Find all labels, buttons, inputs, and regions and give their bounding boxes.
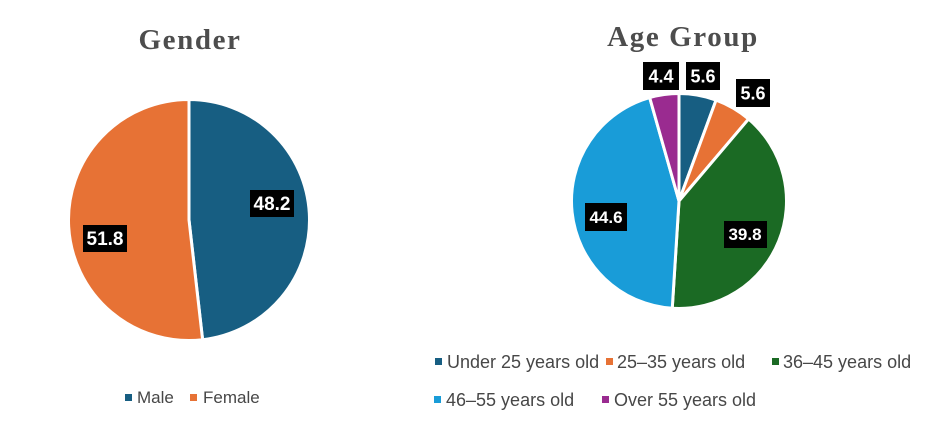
svg-text:Female: Female (203, 388, 260, 407)
svg-text:25–35 years old: 25–35 years old (617, 352, 745, 372)
svg-text:5.6: 5.6 (740, 84, 765, 104)
svg-text:46–55 years old: 46–55 years old (446, 390, 574, 410)
svg-text:4.4: 4.4 (648, 67, 673, 87)
svg-text:Male: Male (137, 388, 174, 407)
svg-text:44.6: 44.6 (589, 208, 622, 227)
svg-text:Over 55 years old: Over 55 years old (614, 390, 756, 410)
svg-text:Under 25 years old: Under 25 years old (447, 352, 599, 372)
svg-text:36–45 years old: 36–45 years old (783, 352, 911, 372)
svg-text:Gender: Gender (138, 24, 241, 56)
svg-text:48.2: 48.2 (254, 194, 291, 215)
svg-text:51.8: 51.8 (87, 229, 124, 250)
svg-text:5.6: 5.6 (690, 67, 715, 87)
svg-text:39.8: 39.8 (728, 225, 761, 244)
svg-text:Age Group: Age Group (607, 21, 759, 53)
